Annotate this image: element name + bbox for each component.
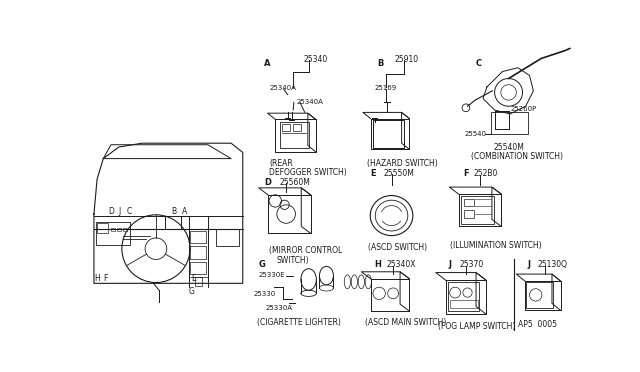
- Text: 25260P: 25260P: [510, 106, 536, 112]
- Text: B: B: [377, 58, 383, 67]
- Bar: [190, 262, 206, 274]
- Bar: [216, 230, 239, 246]
- Text: J: J: [449, 260, 452, 269]
- Bar: [527, 282, 553, 308]
- Text: A: A: [182, 206, 187, 216]
- Bar: [448, 282, 479, 311]
- Text: C: C: [127, 206, 132, 216]
- Bar: [461, 196, 494, 224]
- Bar: [124, 228, 127, 231]
- Text: (HAZARD SWITCH): (HAZARD SWITCH): [367, 158, 438, 168]
- Text: 25330E: 25330E: [259, 272, 285, 278]
- Text: (CIGARETTE LIGHTER): (CIGARETTE LIGHTER): [257, 318, 340, 327]
- Text: (ILLUMINATION SWITCH): (ILLUMINATION SWITCH): [451, 241, 542, 250]
- Text: J: J: [528, 260, 531, 269]
- Text: H: H: [374, 260, 381, 269]
- Bar: [97, 223, 108, 232]
- Bar: [282, 124, 290, 131]
- Text: AP5  0005: AP5 0005: [518, 320, 557, 329]
- Bar: [465, 210, 474, 218]
- Text: (FOG LAMP SWITCH): (FOG LAMP SWITCH): [438, 322, 515, 331]
- Text: F: F: [103, 274, 108, 283]
- Text: A: A: [264, 58, 271, 67]
- Text: G: G: [259, 260, 265, 269]
- Bar: [117, 228, 121, 231]
- Text: J: J: [118, 206, 120, 216]
- Text: (MIRROR CONTROL: (MIRROR CONTROL: [269, 246, 342, 256]
- Text: 25340: 25340: [303, 55, 328, 64]
- Text: (COMBINATION SWITCH): (COMBINATION SWITCH): [472, 153, 563, 161]
- Text: D: D: [108, 206, 114, 216]
- Text: (REAR: (REAR: [269, 158, 293, 168]
- Text: 25169: 25169: [374, 85, 397, 91]
- Bar: [491, 112, 528, 134]
- Text: 25370: 25370: [460, 260, 484, 269]
- Text: D: D: [264, 178, 271, 187]
- Text: E: E: [370, 169, 376, 179]
- Bar: [293, 124, 301, 131]
- Text: H: H: [94, 274, 100, 283]
- Text: 25910: 25910: [395, 55, 419, 64]
- Text: 25330A: 25330A: [266, 305, 293, 311]
- Bar: [111, 228, 115, 231]
- Text: 25550M: 25550M: [384, 169, 415, 179]
- Text: 25340A: 25340A: [269, 85, 296, 91]
- Text: 25340X: 25340X: [387, 260, 417, 269]
- Text: C: C: [476, 58, 481, 67]
- Text: F: F: [463, 169, 468, 179]
- Text: G: G: [189, 287, 195, 296]
- Text: 25340A: 25340A: [297, 99, 324, 105]
- Text: 25540M: 25540M: [493, 143, 524, 152]
- Text: 25330: 25330: [253, 291, 276, 297]
- Bar: [195, 277, 202, 286]
- Text: 25540: 25540: [465, 131, 486, 137]
- Bar: [190, 246, 206, 259]
- Text: 252B0: 252B0: [474, 169, 498, 179]
- Bar: [280, 122, 309, 148]
- Text: E: E: [191, 274, 196, 283]
- Text: 25130Q: 25130Q: [537, 260, 567, 269]
- Bar: [465, 199, 474, 206]
- Bar: [95, 222, 131, 245]
- Bar: [190, 231, 206, 243]
- Bar: [450, 300, 477, 308]
- Text: (ASCD MAIN SWITCH): (ASCD MAIN SWITCH): [365, 318, 447, 327]
- Bar: [373, 120, 404, 148]
- Text: B: B: [172, 206, 177, 216]
- Text: SWITCH): SWITCH): [277, 256, 310, 264]
- Text: (ASCD SWITCH): (ASCD SWITCH): [368, 243, 428, 252]
- Text: DEFOGGER SWITCH): DEFOGGER SWITCH): [269, 168, 347, 177]
- Text: 25560M: 25560M: [280, 178, 311, 187]
